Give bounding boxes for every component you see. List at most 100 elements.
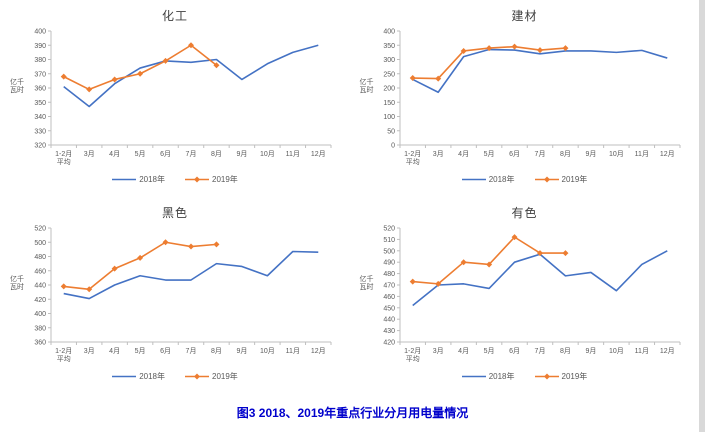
y-tick-label: 350 — [383, 43, 395, 50]
x-tick-label: 1-2月平均 — [404, 347, 421, 363]
series-marker-2019年 — [486, 45, 493, 52]
x-tick-label: 6月 — [160, 347, 171, 355]
series-line-2019年 — [412, 45, 566, 80]
x-tick-label: 8月 — [211, 347, 222, 355]
y-tick-label: 480 — [383, 271, 395, 278]
x-tick-label: 9月 — [585, 150, 596, 158]
series-marker-2019年 — [162, 57, 169, 64]
legend-swatch — [461, 178, 486, 181]
x-tick-label: 6月 — [509, 150, 520, 158]
legend-label: 2018年 — [488, 372, 515, 381]
series-marker-2019年 — [511, 234, 518, 241]
y-axis-title: 亿千瓦时 — [359, 79, 374, 94]
legend-item-2019年: 2019年 — [185, 371, 238, 382]
y-axis-title: 亿千瓦时 — [10, 276, 24, 291]
legend-item-2019年: 2019年 — [534, 371, 588, 382]
y-tick-label: 510 — [383, 237, 395, 244]
x-tick-label: 4月 — [458, 347, 469, 355]
y-tick-label: 460 — [34, 268, 46, 275]
series-marker-2019年 — [212, 62, 219, 69]
legend-marker — [194, 373, 200, 380]
series-marker-2019年 — [435, 75, 442, 82]
y-tick-label: 380 — [34, 57, 46, 64]
series-marker-2019年 — [562, 250, 569, 257]
series-marker-2019年 — [111, 76, 118, 83]
series-marker-2019年 — [212, 241, 219, 248]
series-line-2018年 — [62, 44, 318, 108]
legend-item-2018年: 2018年 — [461, 371, 515, 382]
series-line-2018年 — [412, 48, 668, 94]
legend-item-2018年: 2018年 — [112, 174, 165, 185]
chart-plot: 420 430 440 450 460 470 480 490 500 510 520 1-2月平均 3… — [383, 226, 681, 363]
series-marker-2019年 — [460, 259, 467, 266]
y-tick-label: 100 — [383, 114, 395, 121]
chart-canvas: 420 430 440 450 460 470 480 490 500 510 520 1-2月平均 3… — [374, 222, 690, 370]
chart-canvas: 360 380 400 420 440 460 480 500 520 1-2月平均 3月 4月 5月 6… — [25, 222, 341, 370]
y-axis-title: 亿千瓦时 — [359, 276, 374, 291]
series-marker-2019年 — [511, 43, 518, 50]
x-tick-label: 7月 — [185, 347, 196, 355]
x-tick-label: 5月 — [134, 347, 145, 355]
x-tick-label: 9月 — [585, 347, 596, 355]
chart-title-chemical: 化工 — [161, 9, 188, 23]
y-tick-label: 520 — [34, 226, 46, 233]
series-line-2018年 — [63, 250, 318, 300]
chart-ferrous: 黑色 亿千瓦时 360 380 400 420 440 460 480 500 520 1-2月平… — [0, 199, 350, 396]
chart-plot: 360 380 400 420 440 460 480 500 520 1-2月平均 3月 4月 5月 6… — [34, 226, 331, 363]
y-axis-title: 亿千瓦时 — [10, 79, 24, 94]
legend-item-2018年: 2018年 — [461, 174, 515, 185]
y-tick-label: 430 — [383, 328, 395, 335]
series-marker-2019年 — [409, 75, 416, 82]
x-tick-label: 8月 — [211, 150, 222, 158]
y-tick-label: 390 — [34, 43, 46, 50]
chart-canvas: 0 50 100 150 200 250 300 350 400 1-2月平均 3月 4月 5月 6月 7月… — [374, 25, 690, 173]
chart-chemical: 化工 亿千瓦时 320 330 340 350 360 370 380 390 400 1-2月平… — [0, 2, 350, 199]
y-tick-label: 360 — [34, 340, 46, 347]
x-tick-label: 10月 — [609, 150, 624, 158]
series-line-2018年 — [412, 250, 668, 307]
legend-swatch — [534, 176, 559, 183]
chart-body: 亿千瓦时 360 380 400 420 440 460 480 500 520 1-2月平均 3月… — [10, 222, 341, 370]
y-tick-label: 500 — [383, 248, 395, 255]
series-marker-2019年 — [85, 286, 92, 293]
y-tick-label: 150 — [383, 100, 395, 107]
legend-label: 2019年 — [561, 372, 588, 381]
x-tick-label: 3月 — [83, 347, 94, 355]
legend-swatch — [461, 375, 486, 378]
series-marker-2019年 — [187, 243, 194, 250]
legend-label: 2018年 — [488, 175, 515, 184]
y-tick-label: 400 — [34, 311, 46, 318]
y-tick-label: 0 — [391, 143, 395, 150]
y-tick-label: 200 — [383, 86, 395, 93]
x-tick-label: 12月 — [660, 347, 675, 355]
x-tick-label: 5月 — [484, 347, 495, 355]
chart-body: 亿千瓦时 0 50 100 150 200 250 300 350 400 1-2月平均 3月 4月 5… — [359, 25, 690, 173]
series-marker-2019年 — [162, 239, 169, 246]
x-tick-label: 8月 — [560, 150, 571, 158]
x-tick-label: 1-2月平均 — [55, 347, 72, 363]
legend-label: 2018年 — [139, 175, 165, 184]
legend-swatch — [185, 373, 209, 380]
y-tick-label: 450 — [383, 305, 395, 312]
chart-plot: 0 50 100 150 200 250 300 350 400 1-2月平均 3月 4月 5月 6月 7月… — [383, 29, 681, 166]
chart-legend: 2018年 2019年 — [461, 371, 588, 382]
legend-swatch — [112, 178, 137, 181]
x-tick-label: 6月 — [509, 347, 520, 355]
x-tick-label: 5月 — [134, 150, 145, 158]
chart-plot: 320 330 340 350 360 370 380 390 400 1-2月平均 3月 4月 5月 6… — [34, 29, 331, 166]
x-tick-label: 6月 — [160, 150, 171, 158]
series-line-2019年 — [63, 241, 217, 291]
legend-label: 2019年 — [212, 372, 238, 381]
y-tick-label: 350 — [34, 100, 46, 107]
chart-body: 亿千瓦时 420 430 440 450 460 470 480 490 500 510 520 1-… — [359, 222, 690, 370]
y-tick-label: 50 — [387, 128, 395, 135]
legend-swatch — [112, 375, 137, 378]
legend-label: 2019年 — [212, 175, 238, 184]
y-tick-label: 320 — [34, 143, 46, 150]
x-tick-label: 7月 — [185, 150, 196, 158]
x-tick-label: 10月 — [259, 150, 274, 158]
x-tick-label: 12月 — [660, 150, 675, 158]
x-tick-label: 3月 — [433, 347, 444, 355]
y-tick-label: 420 — [34, 297, 46, 304]
chart-title-nonferrous: 有色 — [511, 206, 538, 220]
